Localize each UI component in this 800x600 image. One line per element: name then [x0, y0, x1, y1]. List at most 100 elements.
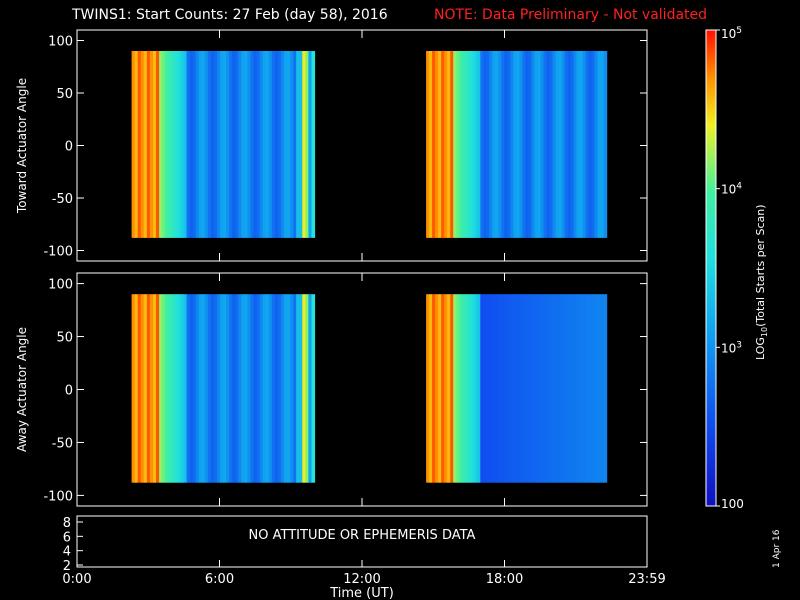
- heatmap-column: [223, 294, 227, 483]
- colorbar-tick-label: 104: [721, 182, 742, 197]
- heatmap-column: [426, 294, 430, 483]
- heatmap-column: [287, 51, 291, 238]
- heatmap-column: [456, 294, 460, 483]
- heatmap-column: [281, 51, 285, 238]
- heatmap-column: [305, 51, 309, 238]
- heatmap-column: [543, 294, 548, 483]
- heatmap-column: [597, 51, 602, 238]
- heatmap-column: [474, 294, 478, 483]
- heatmap-column: [447, 51, 451, 238]
- heatmap-column: [250, 51, 255, 238]
- x-tick-label: 23:59: [628, 572, 665, 587]
- heatmap-column: [137, 294, 142, 483]
- heatmap-column: [456, 51, 460, 238]
- heatmap-column: [290, 51, 294, 238]
- heatmap-column: [477, 294, 481, 483]
- heatmap-column: [522, 294, 526, 483]
- heatmap-column: [207, 294, 212, 483]
- colorbar-tick-exponent: 3: [736, 340, 742, 350]
- date-stamp: 1 Apr 16: [772, 529, 782, 568]
- bottom-y-tick-label: 2: [63, 559, 71, 574]
- heatmap-column: [134, 51, 139, 238]
- heatmap-column: [432, 51, 436, 238]
- heatmap-column: [600, 294, 605, 483]
- heatmap-column: [195, 51, 200, 238]
- heatmap-block: [426, 51, 608, 238]
- heatmap-column: [177, 294, 181, 483]
- heatmap-column: [507, 294, 511, 483]
- heatmap-column: [432, 294, 436, 483]
- heatmap-column: [486, 294, 490, 483]
- heatmap-column: [564, 294, 569, 483]
- y-tick-label: 100: [48, 35, 73, 50]
- heatmap-column: [546, 51, 551, 238]
- heatmap-column: [192, 51, 197, 238]
- heatmap-column: [594, 294, 599, 483]
- heatmap-column: [462, 51, 466, 238]
- y-tick-label: 0: [65, 384, 73, 399]
- heatmap-column: [426, 51, 430, 238]
- heatmap-column: [311, 294, 316, 483]
- heatmap-column: [555, 294, 560, 483]
- heatmap-column: [180, 294, 184, 483]
- heatmap-column: [137, 51, 142, 238]
- heatmap-column: [567, 51, 572, 238]
- heatmap-column: [585, 51, 590, 238]
- heatmap-column: [510, 51, 514, 238]
- heatmap-column: [528, 294, 532, 483]
- heatmap-column: [594, 51, 599, 238]
- heatmap-column: [168, 294, 172, 483]
- heatmap-column: [582, 51, 587, 238]
- heatmap-column: [201, 51, 206, 238]
- heatmap-column: [552, 294, 557, 483]
- heatmap-column: [149, 294, 154, 483]
- colorbar-tick-exponent: 5: [736, 26, 742, 36]
- heatmap-column: [525, 51, 529, 238]
- heatmap-column: [189, 294, 194, 483]
- heatmap-column: [441, 294, 445, 483]
- heatmap-column: [537, 51, 541, 238]
- y-tick-label: 50: [56, 87, 73, 102]
- heatmap-column: [311, 51, 316, 238]
- heatmap-column: [480, 294, 484, 483]
- heatmap-column: [229, 294, 233, 483]
- heatmap-column: [296, 51, 300, 238]
- heatmap-column: [290, 294, 294, 483]
- heatmap-column: [284, 51, 288, 238]
- heatmap-column: [549, 51, 554, 238]
- y-tick-label: -100: [43, 245, 73, 260]
- heatmap-column: [265, 294, 270, 483]
- heatmap-column: [247, 51, 251, 238]
- heatmap-column: [131, 51, 136, 238]
- y-axis-label: Toward Actuator Angle: [15, 78, 29, 214]
- heatmap-column: [268, 51, 273, 238]
- heatmap-column: [444, 294, 448, 483]
- heatmap-column: [162, 51, 166, 238]
- heatmap-block: [426, 294, 608, 483]
- heatmap-column: [465, 51, 469, 238]
- heatmap-column: [513, 51, 517, 238]
- heatmap-column: [134, 294, 139, 483]
- colorbar-tick-exponent: 4: [736, 182, 742, 192]
- heatmap-column: [174, 294, 178, 483]
- heatmap-column: [232, 294, 236, 483]
- heatmap-column: [459, 51, 463, 238]
- heatmap-column: [299, 294, 303, 483]
- heatmap-column: [177, 51, 181, 238]
- heatmap-column: [143, 294, 148, 483]
- heatmap-column: [302, 51, 306, 238]
- heatmap-column: [492, 51, 496, 238]
- heatmap-column: [501, 294, 505, 483]
- heatmap-column: [256, 51, 261, 238]
- heatmap-column: [244, 51, 248, 238]
- heatmap-column: [558, 51, 563, 238]
- heatmap-column: [274, 294, 279, 483]
- heatmap-column: [438, 294, 442, 483]
- bottom-y-tick-label: 6: [63, 530, 71, 545]
- title-main: TWINS1: Start Counts: 27 Feb (day 58), 2…: [72, 7, 388, 23]
- heatmap-column: [253, 51, 258, 238]
- heatmap-column: [516, 51, 520, 238]
- heatmap-column: [468, 51, 472, 238]
- colorbar-tick-label: 105: [721, 26, 742, 41]
- heatmap-column: [450, 51, 454, 238]
